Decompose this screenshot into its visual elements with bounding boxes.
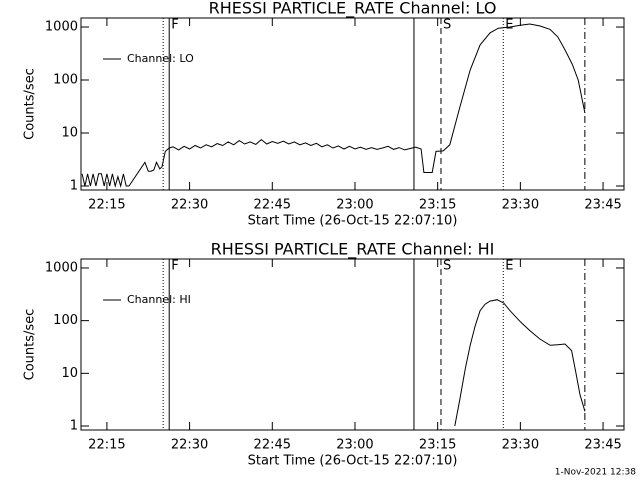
series-line	[81, 23, 586, 188]
chart-title: RHESSI PARTICLE_RATE Channel: HI	[211, 240, 495, 260]
time-marker-label: E	[505, 259, 513, 274]
time-marker-label: E	[505, 18, 513, 33]
y-tick-label: 1	[70, 419, 78, 434]
y-tick-label: 1000	[45, 260, 78, 275]
series-line	[454, 299, 586, 427]
footer-timestamp: 1-Nov-2021 12:38	[555, 468, 637, 478]
y-axis-label: Counts/sec	[23, 68, 38, 140]
y-tick-label: 100	[53, 313, 78, 328]
time-marker-label: S	[443, 18, 451, 33]
x-tick-label: 23:15	[419, 198, 456, 213]
x-tick-label: 23:30	[502, 438, 539, 453]
plot-frame	[80, 17, 625, 191]
y-tick-label: 1	[70, 178, 78, 193]
y-tick-label: 100	[53, 73, 78, 88]
y-tick-label: 10	[61, 366, 78, 381]
legend-label: Channel: LO	[127, 52, 194, 65]
time-marker-label: S	[443, 259, 451, 274]
x-axis-label: Start Time (26-Oct-15 22:07:10)	[248, 214, 458, 229]
x-tick-label: 22:45	[254, 438, 291, 453]
y-tick-label: 1000	[45, 20, 78, 35]
chart-title: RHESSI PARTICLE_RATE Channel: LO	[209, 0, 497, 19]
y-axis-label: Counts/sec	[23, 309, 38, 381]
x-tick-label: 23:30	[502, 198, 539, 213]
x-tick-label: 23:45	[584, 438, 621, 453]
time-marker-label: F	[171, 18, 178, 33]
x-axis-label: Start Time (26-Oct-15 22:07:10)	[248, 454, 458, 469]
x-tick-label: 23:00	[336, 438, 373, 453]
x-tick-label: 22:30	[171, 438, 208, 453]
x-tick-label: 23:45	[584, 198, 621, 213]
plot-frame	[80, 258, 625, 431]
x-tick-label: 23:15	[419, 438, 456, 453]
legend-label: Channel: HI	[127, 293, 191, 306]
x-tick-label: 22:15	[88, 198, 125, 213]
x-tick-label: 22:15	[88, 438, 125, 453]
time-marker-label: F	[171, 259, 178, 274]
y-tick-label: 10	[61, 125, 78, 140]
x-tick-label: 22:30	[171, 198, 208, 213]
x-tick-label: 23:00	[336, 198, 373, 213]
x-tick-label: 22:45	[254, 198, 291, 213]
